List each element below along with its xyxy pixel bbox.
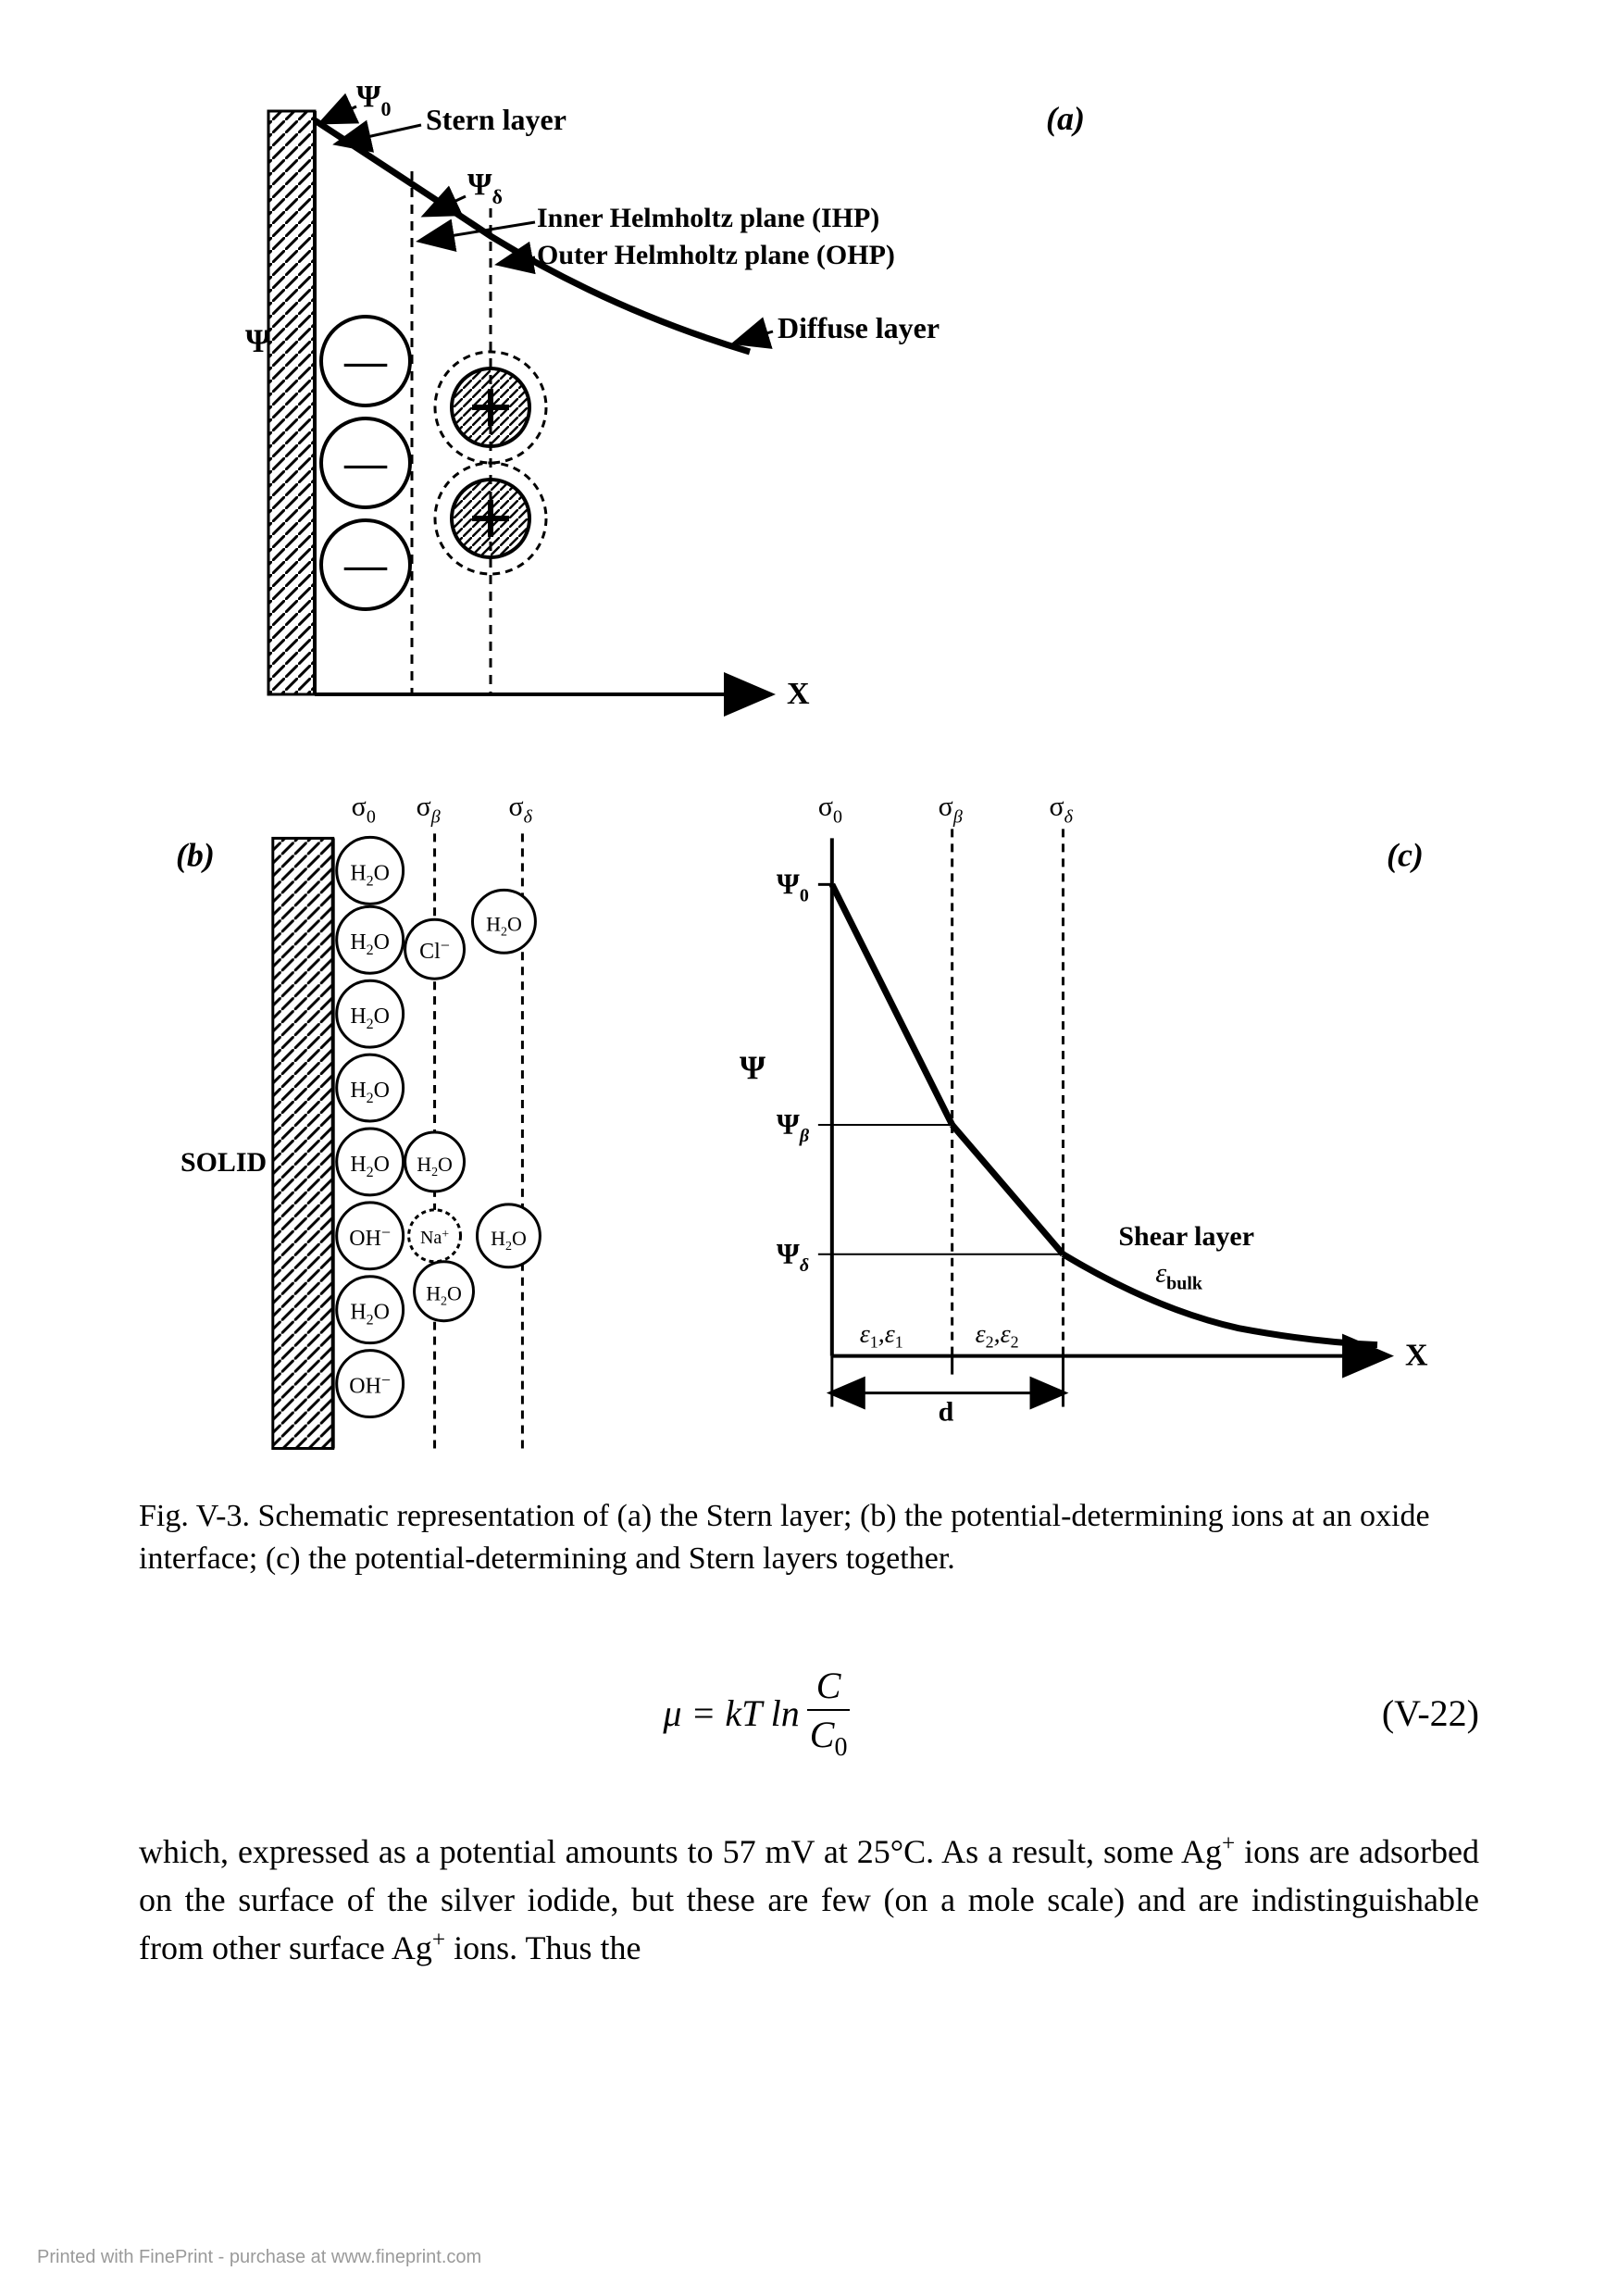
figure-caption: Fig. V-3. Schematic representation of (a…	[139, 1495, 1479, 1580]
footer-watermark: Printed with FinePrint - purchase at www…	[37, 2247, 481, 2268]
oh-molecule: OH−	[337, 1203, 404, 1269]
solid-label: SOLID	[180, 1147, 267, 1178]
svg-text:ε1,ε1: ε1,ε1	[860, 1320, 903, 1352]
ihp-label: Inner Helmholtz plane (IHP)	[537, 203, 879, 233]
axis-x-label: X	[1405, 1339, 1428, 1373]
equation-den: C	[810, 1714, 835, 1755]
psid-sub: δ	[492, 185, 503, 208]
h2o-molecule: H2O	[337, 1054, 404, 1121]
axis-y-label: Ψ	[740, 1049, 765, 1086]
svg-text:σδ: σδ	[1050, 791, 1074, 827]
svg-text:Ψδ: Ψδ	[777, 1238, 809, 1276]
h2o-molecule: H2O	[477, 1204, 540, 1267]
plus-ion	[435, 352, 546, 463]
svg-text:—: —	[343, 439, 388, 486]
svg-text:Ψ0: Ψ0	[356, 80, 392, 120]
diagram-c: (c) σ0 σβ σδ Ψ X Ψ0 Ψβ Ψδ Sh	[721, 764, 1479, 1467]
shear-layer-label: Shear layer	[1119, 1221, 1255, 1252]
minus-ion: —	[321, 317, 410, 406]
svg-text:Ψ0: Ψ0	[777, 867, 809, 905]
axis-x-label: X	[787, 677, 810, 711]
h2o-molecule: H2O	[337, 1277, 404, 1343]
psid-label: Ψ	[467, 168, 492, 202]
svg-text:Ψδ: Ψδ	[467, 168, 503, 208]
diagram-a: Ψ X Ψ0 Stern layer Ψδ Inner Helmholtz pl…	[194, 56, 1305, 741]
svg-text:—: —	[343, 541, 388, 588]
cl-ion: Cl−	[405, 919, 465, 979]
h2o-molecule: H2O	[337, 980, 404, 1047]
h2o-molecule: H2O	[337, 906, 404, 973]
svg-text:σβ: σβ	[417, 791, 441, 827]
h2o-molecule: H2O	[337, 1129, 404, 1195]
diagram-b: (b) σ0 σβ σδ SOLID H2O H2O H2O H2O H2O O…	[139, 764, 712, 1467]
equation-lhs: μ = kT ln	[663, 1691, 799, 1735]
svg-text:—: —	[343, 337, 388, 384]
minus-ion: —	[321, 520, 410, 609]
ohp-label: Outer Helmholtz plane (OHP)	[537, 240, 895, 270]
panel-c-label: (c)	[1387, 836, 1424, 873]
equation-number: (V-22)	[1382, 1691, 1479, 1735]
panel-a-label: (a)	[1046, 100, 1085, 137]
stern-layer-label: Stern layer	[426, 103, 566, 136]
svg-text:Ψβ: Ψβ	[777, 1108, 810, 1146]
oh-molecule: OH−	[337, 1351, 404, 1417]
svg-text:σ0: σ0	[352, 791, 376, 827]
plus-ion	[435, 463, 546, 574]
panel-b-label: (b)	[176, 836, 215, 873]
h2o-molecule: H2O	[405, 1132, 465, 1192]
na-ion: Na+	[409, 1210, 461, 1262]
minus-ion: —	[321, 418, 410, 507]
equation-row: μ = kT ln C C0 (V-22)	[139, 1664, 1479, 1763]
svg-text:εbulk: εbulk	[1155, 1258, 1203, 1294]
psi0-sub: 0	[381, 97, 392, 120]
svg-text:σδ: σδ	[508, 791, 532, 827]
d-label: d	[939, 1397, 954, 1428]
body-paragraph: which, expressed as a potential amounts …	[139, 1828, 1479, 1973]
svg-text:σ0: σ0	[818, 791, 842, 827]
diffuse-label: Diffuse layer	[778, 311, 940, 344]
svg-text:σβ: σβ	[939, 791, 963, 827]
h2o-molecule: H2O	[472, 890, 535, 953]
equation-den-sub: 0	[834, 1733, 847, 1762]
svg-text:ε2,ε2: ε2,ε2	[976, 1320, 1019, 1352]
psi0-label: Ψ	[356, 80, 381, 114]
h2o-molecule: H2O	[415, 1262, 474, 1321]
page: Ψ X Ψ0 Stern layer Ψδ Inner Helmholtz pl…	[0, 0, 1618, 2296]
h2o-molecule: H2O	[337, 837, 404, 904]
equation-num: C	[807, 1664, 851, 1711]
